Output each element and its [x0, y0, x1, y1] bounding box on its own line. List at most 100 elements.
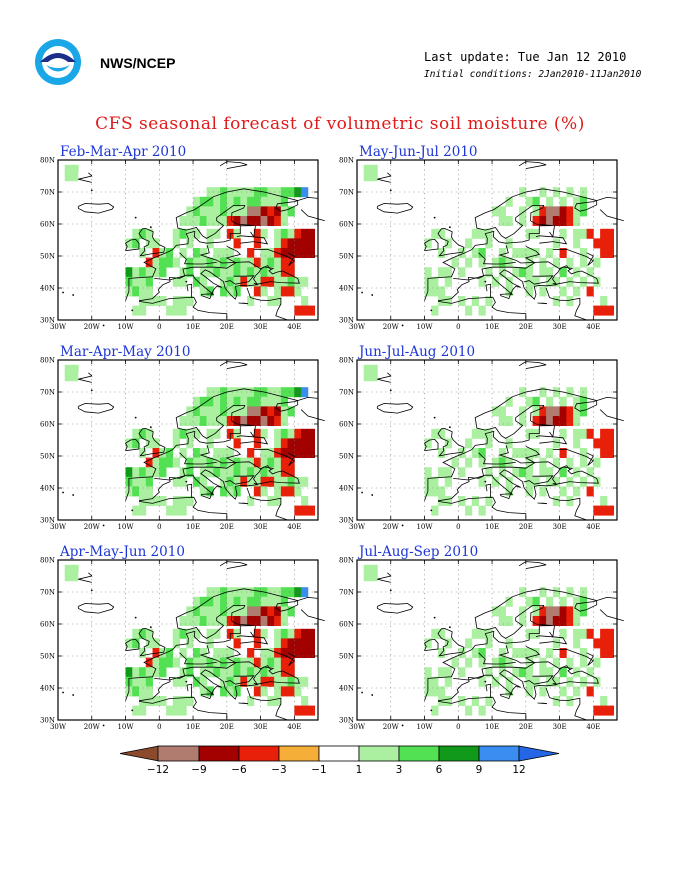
- anomaly-cell: [287, 448, 295, 458]
- anomaly-cell: [465, 305, 473, 316]
- anomaly-cell: [152, 238, 160, 249]
- anomaly-cell: [213, 628, 221, 639]
- anomaly-cell: [78, 371, 86, 382]
- anomaly-cell: [498, 216, 506, 226]
- anomaly-cell: [186, 216, 194, 226]
- anomaly-cell: [145, 457, 153, 468]
- anomaly-cell: [78, 571, 86, 582]
- anomaly-cell: [206, 216, 214, 226]
- anomaly-cell: [505, 596, 513, 607]
- anomaly-cell: [431, 676, 439, 687]
- anomaly-cell: [280, 248, 289, 258]
- anomaly-cell: [267, 587, 275, 598]
- island-dot: [62, 491, 64, 494]
- coastline: [376, 403, 414, 414]
- anomaly-cell: [552, 496, 560, 506]
- anomaly-cell: [566, 457, 574, 468]
- coastline: [523, 475, 554, 485]
- anomaly-cell: [431, 476, 439, 487]
- coastline: [78, 572, 93, 583]
- anomaly-cell: [186, 467, 194, 478]
- anomaly-cell: [307, 238, 316, 249]
- island-dot: [389, 389, 392, 392]
- anomaly-cell: [519, 467, 527, 478]
- anomaly-cell: [247, 496, 255, 506]
- anomaly-cell: [159, 296, 167, 306]
- colorbar-arrow-high: [518, 745, 560, 762]
- anomaly-cell: [193, 657, 201, 668]
- anomaly-cell: [71, 364, 79, 375]
- anomaly-cell: [294, 448, 302, 458]
- anomaly-cell: [579, 606, 588, 617]
- anomaly-cell: [559, 206, 567, 217]
- anomaly-cell: [539, 657, 547, 668]
- anomaly-cell: [125, 438, 133, 449]
- island-dot: [433, 416, 436, 419]
- anomaly-cell: [220, 616, 228, 626]
- anomaly-cell: [485, 628, 493, 639]
- coastline: [78, 172, 93, 183]
- anomaly-cell: [186, 496, 194, 506]
- anomaly-cell: [471, 448, 479, 458]
- coastline: [77, 203, 115, 214]
- anomaly-cell: [478, 248, 486, 258]
- anomaly-cell: [552, 238, 560, 249]
- coastline: [376, 203, 414, 214]
- anomaly-cell: [485, 428, 493, 439]
- anomaly-cell: [579, 676, 588, 687]
- anomaly-cell: [274, 476, 282, 487]
- anomaly-cell: [159, 657, 167, 668]
- coastline: [423, 238, 439, 251]
- anomaly-cell: [220, 606, 228, 617]
- anomaly-cell: [233, 396, 241, 407]
- anomaly-cell: [363, 364, 371, 375]
- anomaly-cell: [519, 416, 527, 426]
- anomaly-cell: [260, 216, 268, 226]
- anomaly-cell: [478, 457, 486, 468]
- coastline: [238, 302, 249, 305]
- anomaly-cell: [226, 196, 234, 207]
- anomaly-cell: [253, 228, 261, 239]
- x-tick-label: 10E: [485, 723, 499, 731]
- anomaly-cell: [424, 667, 432, 678]
- anomaly-cell: [294, 438, 302, 449]
- x-tick-label: 20W: [383, 323, 400, 331]
- anomaly-cell: [274, 416, 282, 426]
- anomaly-cell: [226, 276, 234, 287]
- anomaly-cell: [213, 467, 221, 478]
- anomaly-cell: [519, 267, 527, 278]
- anomaly-cell: [199, 676, 207, 687]
- anomaly-cell: [247, 406, 255, 417]
- anomaly-cell: [226, 187, 234, 198]
- x-tick-label: 20E: [220, 723, 234, 731]
- anomaly-cell: [307, 438, 316, 449]
- anomaly-cell: [294, 248, 302, 258]
- x-tick-label: 20E: [220, 523, 234, 531]
- anomaly-cell: [593, 676, 601, 687]
- y-tick-label: 60N: [339, 221, 354, 229]
- anomaly-cell: [444, 267, 452, 278]
- anomaly-cell: [64, 571, 72, 582]
- anomaly-cell: [172, 638, 180, 649]
- coastline: [199, 245, 242, 264]
- anomaly-cell: [287, 206, 295, 217]
- anomaly-cell: [145, 496, 153, 506]
- anomaly-cell: [600, 705, 608, 716]
- x-tick-label: 20W: [84, 723, 101, 731]
- anomaly-cell: [370, 564, 378, 575]
- island-dot: [134, 416, 137, 419]
- anomaly-cell: [260, 676, 268, 687]
- anomaly-cell: [600, 438, 608, 449]
- anomaly-cell: [573, 638, 581, 649]
- anomaly-cell: [220, 248, 228, 258]
- anomaly-cell: [64, 564, 72, 575]
- x-tick-label: 30W: [349, 723, 366, 731]
- anomaly-cell: [253, 267, 261, 278]
- anomaly-cell: [226, 216, 234, 226]
- anomaly-cell: [186, 238, 194, 249]
- island-dot: [131, 709, 134, 712]
- anomaly-cell: [233, 467, 241, 478]
- anomaly-cell: [152, 657, 160, 668]
- anomaly-cell: [220, 486, 228, 497]
- anomaly-cell: [179, 248, 187, 258]
